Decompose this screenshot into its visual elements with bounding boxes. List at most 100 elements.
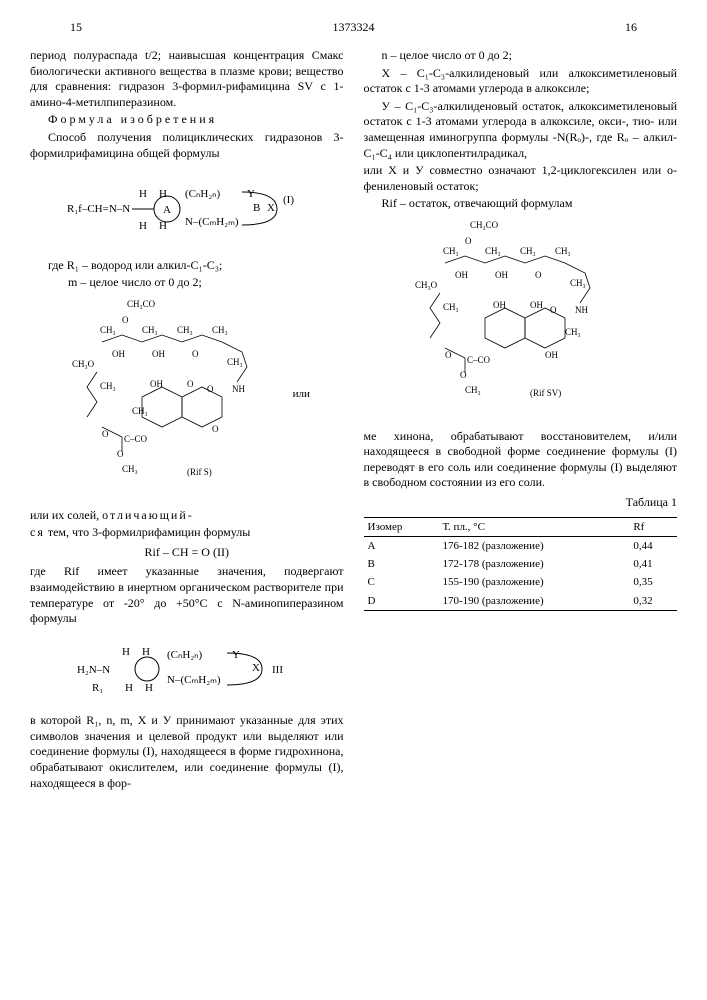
svg-text:CH₃: CH₃ (485, 246, 501, 256)
svg-text:O: O (445, 350, 452, 360)
svg-text:X: X (252, 662, 260, 674)
svg-text:OH: OH (495, 270, 508, 280)
svg-text:(CₙH₂ₙ): (CₙH₂ₙ) (185, 188, 221, 200)
svg-text:(CₙH₂ₙ): (CₙH₂ₙ) (167, 649, 203, 661)
svg-text:OH: OH (150, 379, 163, 389)
svg-text:CH₃O: CH₃O (72, 359, 95, 369)
where-clause: X – C₁-C₃-алкилиденовый или алкоксиметил… (364, 66, 678, 97)
table-row: B 172-178 (разложение) 0,41 (364, 555, 678, 573)
paragraph: Способ получения полициклических гидразо… (30, 130, 344, 161)
formula-2: Rif – CH = O (II) (30, 545, 344, 561)
svg-text:Y: Y (247, 188, 255, 200)
svg-text:CH₃: CH₃ (142, 325, 158, 335)
svg-text:Y: Y (232, 649, 240, 661)
svg-text:CH₃CO: CH₃CO (470, 220, 499, 230)
svg-text:H: H (139, 220, 147, 232)
where-clause: n – целое число от 0 до 2; (364, 48, 678, 64)
chemical-structure-3: H₂N–N HH (CₙH₂ₙ) N–(CₘH₂ₘ) Y X R₁ HH III (30, 633, 344, 708)
two-column-layout: период полураспада t/2; наивысшая концен… (30, 48, 677, 793)
table-header-row: Изомер Т. пл., °C Rf (364, 517, 678, 536)
svg-text:CH₃: CH₃ (177, 325, 193, 335)
chemical-structure-1: R₁f–CH=N–N HH HH A (CₙH₂ₙ) N–(CₘH₂ₘ) Y B… (30, 167, 344, 252)
svg-text:OH: OH (530, 300, 543, 310)
paragraph: ся тем, что 3-формилрифамицин формулы (30, 525, 344, 541)
svg-text:O: O (192, 349, 199, 359)
svg-text:O: O (212, 424, 219, 434)
svg-text:NH: NH (232, 384, 245, 394)
table-row: A 176-182 (разложение) 0,44 (364, 536, 678, 555)
svg-text:OH: OH (493, 300, 506, 310)
page-number-left: 15 (70, 20, 82, 36)
svg-text:H₂N–N: H₂N–N (77, 664, 110, 676)
svg-text:CH₃CO: CH₃CO (127, 299, 156, 309)
svg-text:C–CO: C–CO (124, 434, 148, 444)
svg-text:O: O (465, 236, 472, 246)
svg-text:CH₃: CH₃ (520, 246, 536, 256)
right-column: n – целое число от 0 до 2; X – C₁-C₃-алк… (364, 48, 678, 793)
svg-text:CH₃: CH₃ (443, 246, 459, 256)
svg-text:CH₃: CH₃ (100, 381, 116, 391)
svg-text:(I): (I) (283, 194, 294, 206)
paragraph: где Rif имеет указанные значения, подвер… (30, 564, 344, 626)
svg-text:H: H (122, 646, 130, 658)
svg-text:(Rif S): (Rif S) (187, 467, 212, 477)
svg-text:N–(CₘH₂ₘ): N–(CₘH₂ₘ) (167, 674, 221, 686)
chemical-structure-rif-s: CH₃CO O CH₃CH₃CH₃CH₃ OHOHO CH₃O CH₃ NH O… (30, 297, 344, 502)
svg-text:B: B (253, 202, 260, 214)
svg-text:OH: OH (545, 350, 558, 360)
svg-text:H: H (142, 646, 150, 658)
where-clause: У – C₁-C₃-алкилиденовый остаток, алкокси… (364, 99, 678, 161)
where-clause: m – целое число от 0 до 2; (30, 275, 344, 291)
paragraph: или их солей, отличающий- (30, 508, 344, 524)
invention-formula-title: Формула изобретения (30, 112, 344, 128)
table-row: D 170-190 (разложение) 0,32 (364, 592, 678, 611)
table-header: Т. пл., °C (438, 517, 629, 536)
svg-text:H: H (139, 188, 147, 200)
svg-text:R₁: R₁ (92, 682, 103, 694)
svg-text:(Rif SV): (Rif SV) (530, 388, 561, 398)
svg-text:CH₃: CH₃ (212, 325, 228, 335)
svg-text:C–CO: C–CO (467, 355, 491, 365)
svg-text:R₁f–CH=N–N: R₁f–CH=N–N (67, 203, 130, 215)
left-column: период полураспада t/2; наивысшая концен… (30, 48, 344, 793)
svg-text:CH₃: CH₃ (132, 406, 148, 416)
or-label: или (293, 388, 310, 400)
svg-text:H: H (125, 682, 133, 694)
svg-text:A: A (163, 204, 171, 216)
document-number: 1373324 (333, 20, 375, 36)
where-clause: Rif – остаток, отвечающий формулам (364, 196, 678, 212)
svg-text:CH₃: CH₃ (570, 278, 586, 288)
svg-text:CH₃: CH₃ (465, 385, 481, 395)
table-title: Таблица 1 (364, 495, 678, 511)
svg-text:NH: NH (575, 305, 588, 315)
table-header: Rf (629, 517, 677, 536)
paragraph: в которой R₁, n, m, X и У принимают указ… (30, 713, 344, 791)
svg-text:O: O (535, 270, 542, 280)
page-header: 15 1373324 16 (30, 20, 677, 40)
structure-svg: CH₃CO O CH₃CH₃CH₃CH₃ OHOHO CH₃O CH₃ NH O… (415, 218, 625, 418)
svg-text:O: O (187, 379, 194, 389)
svg-text:CH₃O: CH₃O (415, 280, 438, 290)
svg-text:N–(CₘH₂ₘ): N–(CₘH₂ₘ) (185, 216, 239, 228)
svg-text:X: X (267, 202, 275, 214)
table-1: Изомер Т. пл., °C Rf A 176-182 (разложен… (364, 517, 678, 611)
paragraph: или X и У совместно означают 1,2-циклоге… (364, 163, 678, 194)
svg-text:O: O (122, 315, 129, 325)
svg-text:O: O (102, 429, 109, 439)
where-clause: где R₁ – водород или алкил-C₁-C₃; (30, 258, 344, 274)
svg-text:CH₃: CH₃ (555, 246, 571, 256)
svg-text:CH₃: CH₃ (443, 302, 459, 312)
table-row: C 155-190 (разложение) 0,35 (364, 573, 678, 591)
paragraph: ме хинона, обрабатывают восстановителем,… (364, 429, 678, 491)
table-header: Изомер (364, 517, 439, 536)
svg-text:CH₃: CH₃ (227, 357, 243, 367)
svg-text:CH₃: CH₃ (122, 464, 138, 474)
svg-text:CH₃: CH₃ (100, 325, 116, 335)
chemical-structure-rif-sv: CH₃CO O CH₃CH₃CH₃CH₃ OHOHO CH₃O CH₃ NH O… (364, 218, 678, 423)
svg-text:O: O (460, 370, 467, 380)
structure-svg: H₂N–N HH (CₙH₂ₙ) N–(CₘH₂ₘ) Y X R₁ HH III (77, 633, 297, 703)
svg-text:O: O (117, 449, 124, 459)
paragraph: период полураспада t/2; наивысшая концен… (30, 48, 344, 110)
structure-svg: R₁f–CH=N–N HH HH A (CₙH₂ₙ) N–(CₘH₂ₘ) Y B… (67, 167, 307, 247)
svg-text:III: III (272, 664, 283, 676)
